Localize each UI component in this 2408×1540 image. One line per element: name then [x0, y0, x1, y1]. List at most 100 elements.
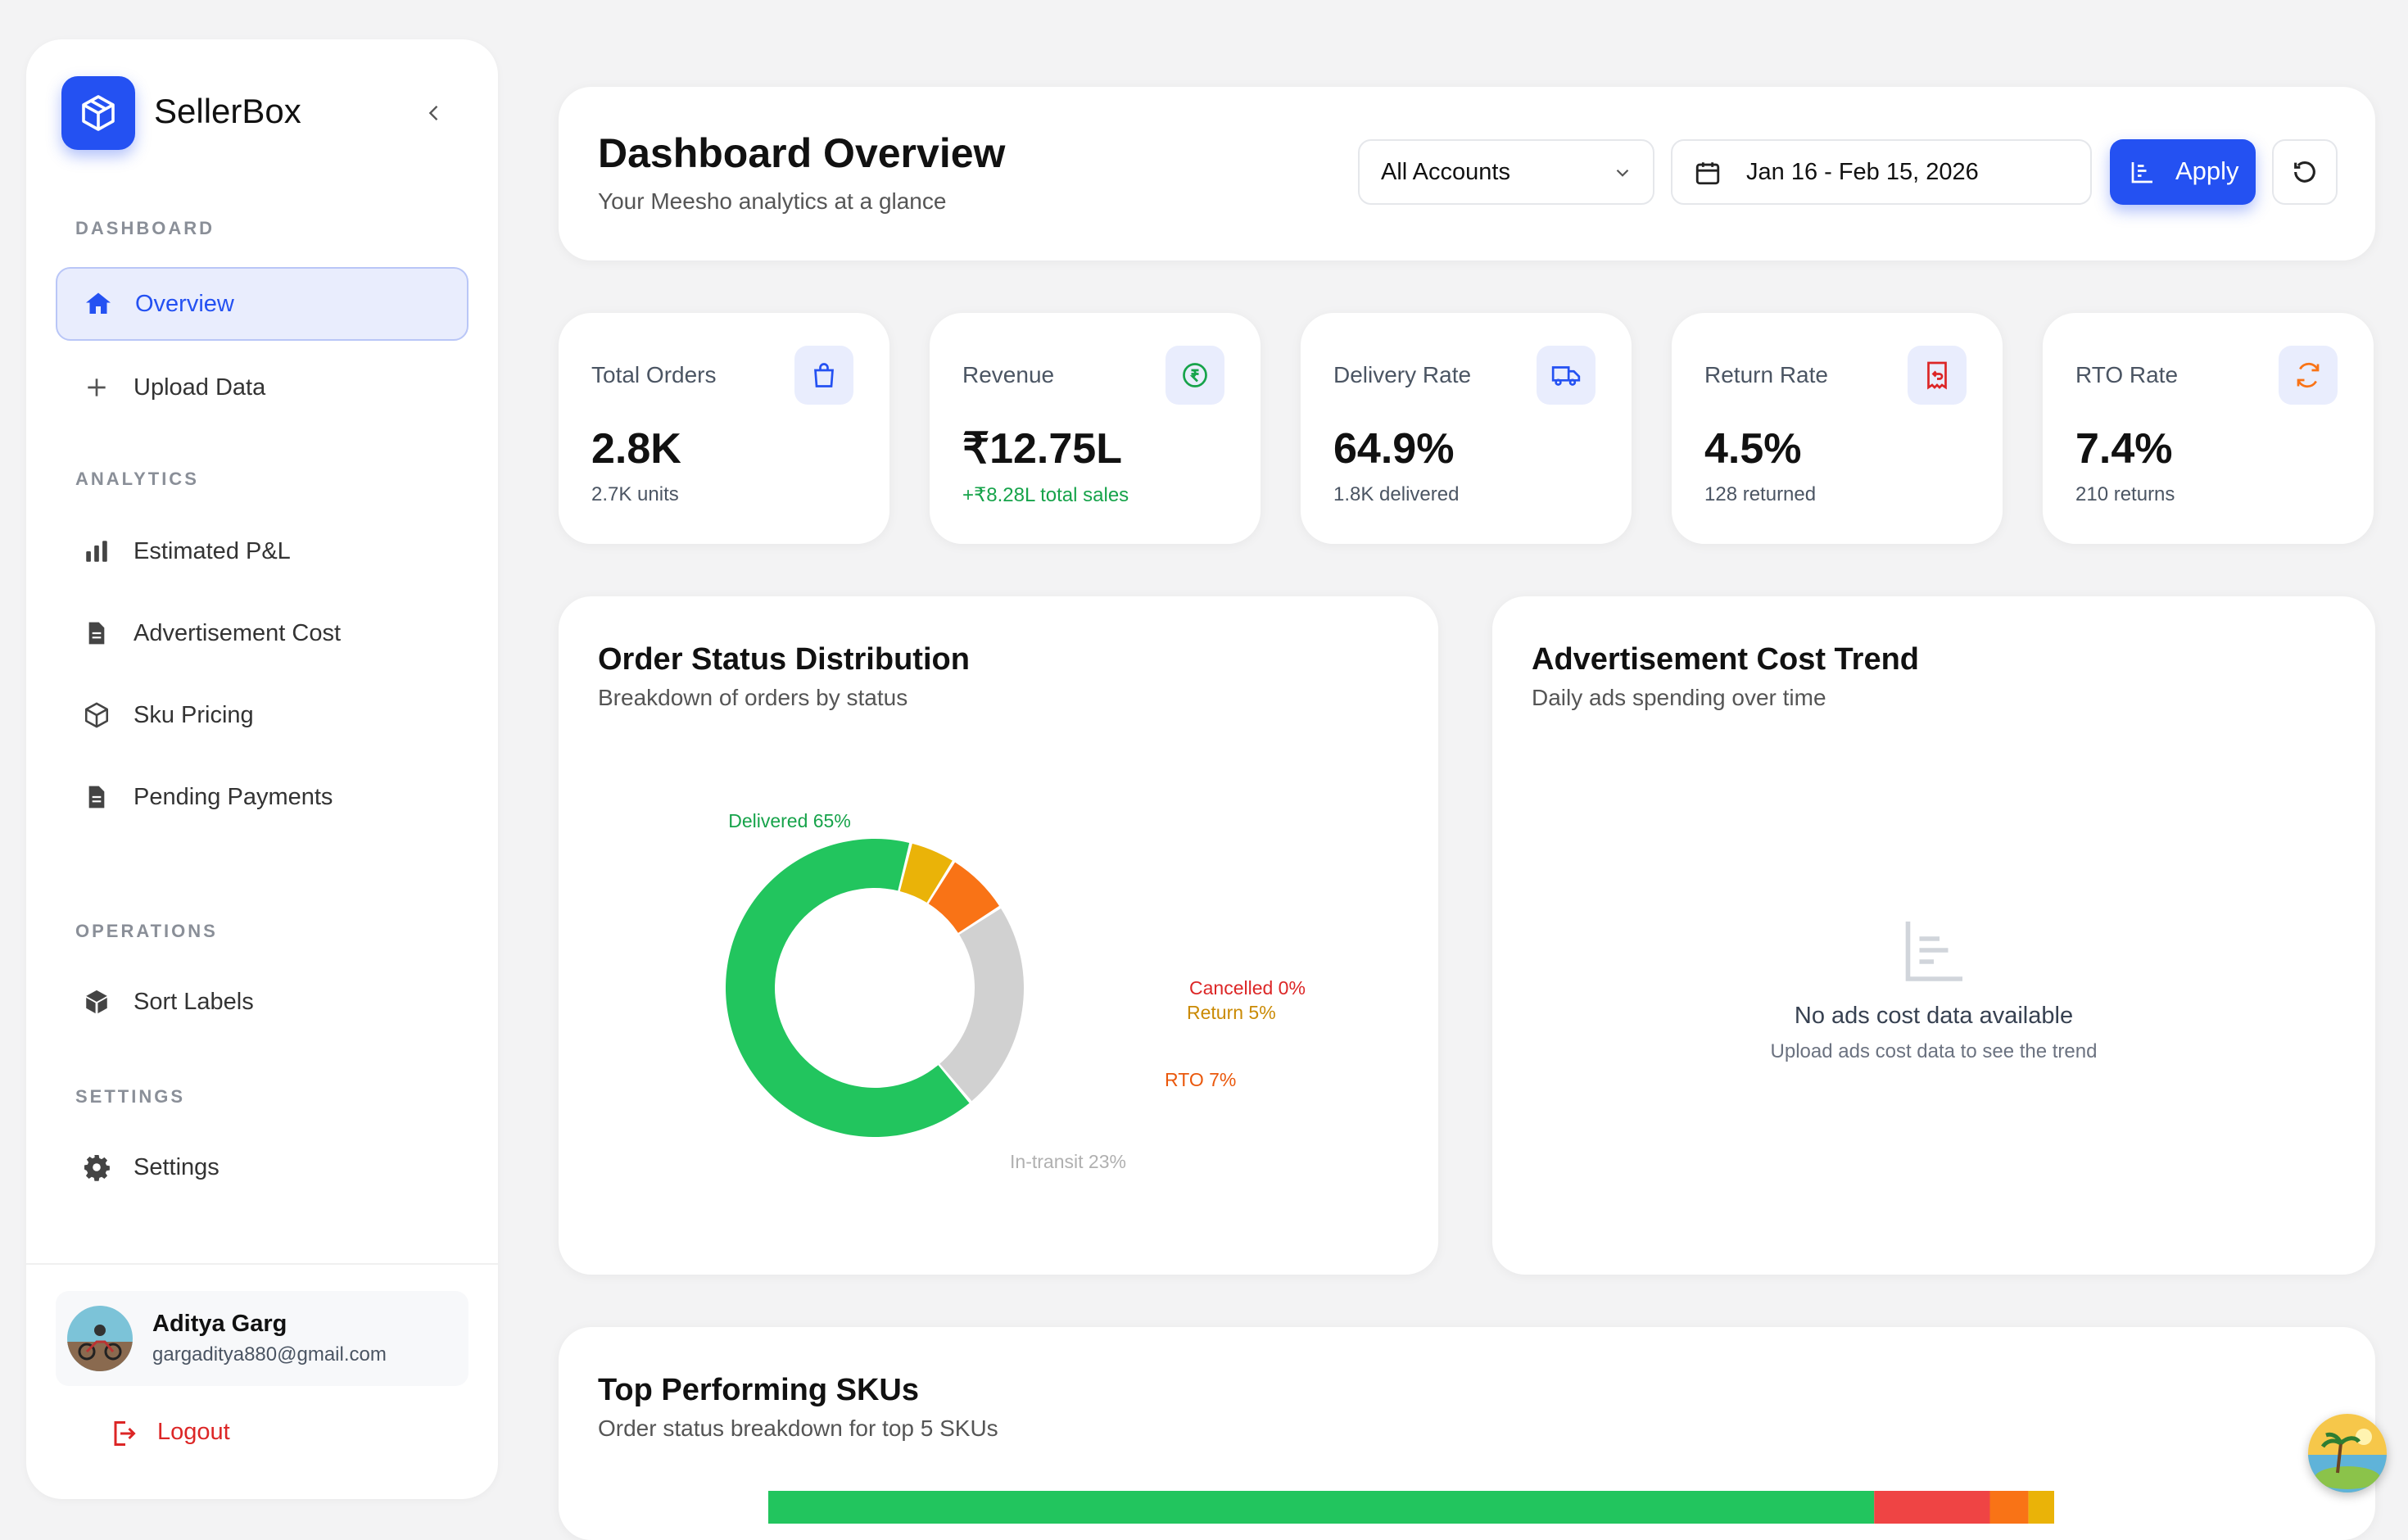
sidebar-item-estimated-pnl[interactable]: Estimated P&L	[56, 514, 468, 588]
header-card: Dashboard Overview Your Meesho analytics…	[559, 87, 2375, 260]
brand-logo[interactable]	[61, 76, 135, 150]
section-label-settings: SETTINGS	[75, 1086, 186, 1107]
avatar	[67, 1306, 133, 1371]
logout-icon	[114, 1421, 136, 1446]
apply-button[interactable]: Apply	[2110, 139, 2256, 205]
section-label-analytics: ANALYTICS	[75, 469, 199, 489]
empty-state-subtitle: Upload ads cost data to see the trend	[1770, 1040, 2098, 1062]
page-subtitle: Your Meesho analytics at a glance	[598, 188, 947, 214]
metric-sub: +₹8.28L total sales	[962, 484, 1129, 506]
donut-slice-in-transit[interactable]	[939, 908, 1024, 1102]
empty-chart-icon	[1905, 922, 1962, 981]
metric-value: 4.5%	[1704, 425, 1802, 473]
sidebar-item-settings[interactable]: Settings	[56, 1130, 468, 1204]
donut-slice-rto[interactable]	[928, 862, 999, 933]
metric-label: Delivery Rate	[1333, 362, 1472, 387]
order-status-card: Order Status Distribution Breakdown of o…	[559, 596, 1438, 1275]
page-title: Dashboard Overview	[598, 130, 1006, 176]
metric-label: Return Rate	[1704, 362, 1828, 387]
refresh-icon	[2279, 346, 2338, 405]
brand-name: SellerBox	[154, 92, 301, 130]
sidebar-item-label: Estimated P&L	[134, 537, 291, 564]
sidebar-item-upload-data[interactable]: Upload Data	[56, 351, 468, 424]
sku-bar-segment-return[interactable]	[2028, 1491, 2054, 1524]
order-status-donut-chart: Delivered 65% Cancelled 0% Return 5% RTO 7%…	[726, 810, 1306, 1172]
sku-bar-segment-cancelled[interactable]	[1874, 1491, 1990, 1524]
document-icon	[80, 781, 113, 813]
date-range-value: Jan 16 - Feb 15, 2026	[1746, 159, 1979, 185]
collapse-sidebar-button[interactable]	[411, 90, 457, 136]
bar-chart-icon	[80, 535, 113, 568]
sidebar-item-label: Advertisement Cost	[134, 619, 342, 646]
sidebar-item-sort-labels[interactable]: Sort Labels	[56, 965, 468, 1039]
donut-slice-delivered[interactable]	[726, 839, 970, 1137]
user-name: Aditya Garg	[152, 1311, 287, 1337]
chart-title: Advertisement Cost Trend	[1532, 642, 1919, 677]
metric-card-return-rate: Return Rate 4.5% 128 returned	[1672, 313, 2003, 544]
truck-icon	[1537, 346, 1596, 405]
reset-icon	[2294, 161, 2315, 183]
chevron-down-icon	[1616, 169, 1629, 177]
donut-label-in-transit: In-transit 23%	[1010, 1151, 1126, 1172]
metric-card-rto-rate: RTO Rate 7.4% 210 returns	[2043, 313, 2374, 544]
reset-button[interactable]	[2272, 139, 2338, 205]
metric-card-total-orders: Total Orders 2.8K 2.7K units	[559, 313, 889, 544]
chart-subtitle: Daily ads spending over time	[1532, 685, 1826, 710]
metric-label: Revenue	[962, 362, 1055, 387]
return-receipt-icon	[1908, 346, 1967, 405]
empty-state-title: No ads cost data available	[1794, 1003, 2074, 1029]
metric-value: 2.8K	[591, 425, 681, 473]
sidebar: SellerBox DASHBOARD Overview Upload Data…	[26, 39, 498, 1499]
sidebar-item-label: Settings	[134, 1153, 220, 1180]
chart-title: Top Performing SKUs	[598, 1373, 919, 1407]
sidebar-item-pending-payments[interactable]: Pending Payments	[56, 760, 468, 834]
user-profile-card[interactable]: Aditya Garg gargaditya880@gmail.com	[56, 1291, 468, 1386]
chart-subtitle: Breakdown of orders by status	[598, 685, 908, 710]
metric-value: ₹12.75L	[962, 425, 1122, 473]
donut-label-delivered: Delivered 65%	[728, 810, 851, 831]
sidebar-item-label: Upload Data	[134, 374, 266, 401]
box-icon	[80, 985, 113, 1018]
chevron-left-icon	[428, 106, 438, 120]
cube-icon	[82, 95, 115, 131]
metric-sub: 1.8K delivered	[1333, 483, 1460, 505]
section-label-dashboard: DASHBOARD	[75, 218, 215, 238]
sidebar-item-advertisement-cost[interactable]: Advertisement Cost	[56, 596, 468, 670]
sku-bar-segment-rto[interactable]	[1989, 1491, 2029, 1524]
metric-value: 64.9%	[1333, 425, 1455, 473]
document-icon	[80, 617, 113, 650]
sidebar-item-sku-pricing[interactable]: Sku Pricing	[56, 678, 468, 752]
date-range-picker[interactable]: Jan 16 - Feb 15, 2026	[1671, 139, 2092, 205]
sidebar-divider	[26, 1263, 498, 1265]
rupee-icon	[1166, 346, 1224, 405]
shopping-bag-icon	[794, 346, 853, 405]
sku-bar-segment-delivered[interactable]	[768, 1491, 1875, 1524]
apply-label: Apply	[2175, 156, 2239, 185]
donut-slice-return[interactable]	[899, 843, 953, 903]
donut-label-rto: RTO 7%	[1165, 1069, 1236, 1090]
chart-title: Order Status Distribution	[598, 642, 970, 677]
logout-label: Logout	[157, 1419, 230, 1445]
beach-icon	[2308, 1414, 2387, 1492]
metric-label: RTO Rate	[2075, 362, 2179, 387]
metric-value: 7.4%	[2075, 425, 2173, 473]
chart-icon	[2131, 162, 2152, 183]
user-email: gargaditya880@gmail.com	[152, 1343, 387, 1366]
plus-icon	[80, 371, 113, 404]
sidebar-item-label: Sort Labels	[134, 988, 254, 1015]
floating-assistant-button[interactable]	[2308, 1414, 2387, 1492]
metric-card-revenue: Revenue ₹12.75L +₹8.28L total sales	[930, 313, 1261, 544]
gear-icon	[80, 1151, 113, 1184]
donut-label-return: Return 5%	[1187, 1002, 1276, 1023]
donut-label-cancelled: Cancelled 0%	[1189, 977, 1306, 999]
account-select-value: All Accounts	[1381, 159, 1510, 185]
account-select[interactable]: All Accounts	[1358, 139, 1654, 205]
calendar-icon	[1695, 162, 1720, 185]
home-icon	[82, 288, 115, 320]
metric-sub: 2.7K units	[591, 483, 679, 505]
sidebar-item-overview[interactable]: Overview	[56, 267, 468, 341]
ads-cost-card: Advertisement Cost Trend Daily ads spend…	[1492, 596, 2375, 1275]
metric-sub: 128 returned	[1704, 483, 1817, 505]
sidebar-item-label: Overview	[135, 290, 234, 317]
sidebar-item-label: Pending Payments	[134, 783, 333, 810]
